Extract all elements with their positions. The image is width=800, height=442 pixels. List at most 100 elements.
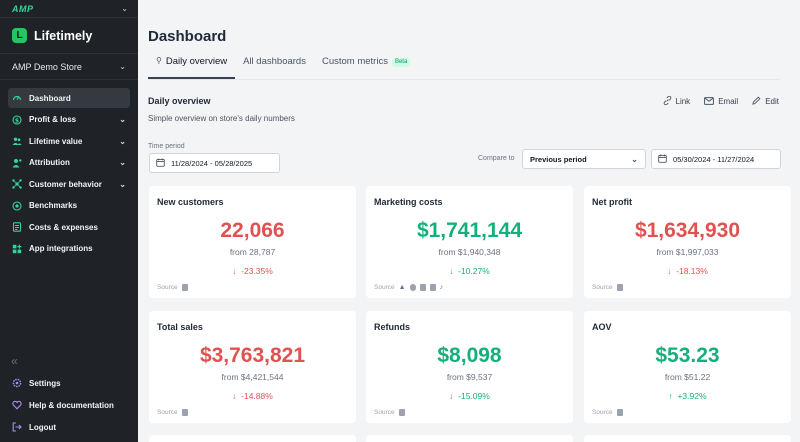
beta-badge: Beta bbox=[391, 58, 411, 67]
shopify-icon bbox=[181, 409, 188, 416]
tab-all-dashboards[interactable]: All dashboards bbox=[235, 56, 314, 79]
compare-select[interactable]: Previous period ⌄ bbox=[522, 149, 646, 169]
card-value: $8,098 bbox=[437, 344, 502, 367]
mail-icon bbox=[704, 96, 715, 107]
shopify-icon bbox=[616, 409, 623, 416]
section-title: Daily overview bbox=[148, 96, 211, 106]
microsoft-ads-icon bbox=[429, 284, 436, 291]
arrow-down-icon: ↓ bbox=[449, 266, 454, 276]
gear-icon bbox=[12, 378, 22, 388]
sidebar-item-label: Logout bbox=[29, 422, 57, 432]
tabs-divider bbox=[148, 79, 780, 80]
card-previous-value: from $51.22 bbox=[664, 372, 711, 382]
source-label: Source bbox=[374, 409, 395, 416]
metric-card-new-customers[interactable]: New customers 22,066 from 28,787 ↓ -23.3… bbox=[149, 186, 356, 298]
card-previous-value: from 28,787 bbox=[229, 247, 276, 257]
sidebar-item-attribution[interactable]: Attribution ⌄ bbox=[8, 153, 130, 173]
card-change: ↑ +3.92% bbox=[584, 391, 791, 401]
card-title: AOV bbox=[592, 322, 612, 332]
metric-card-aov[interactable]: AOV $53.23 from $51.22 ↑ +3.92% Source bbox=[584, 311, 791, 423]
card-change-value: -15.09% bbox=[458, 391, 490, 401]
chevron-down-icon: ⌄ bbox=[119, 62, 126, 71]
sidebar-item-label: Help & documentation bbox=[29, 400, 114, 410]
chevron-down-icon: ⌄ bbox=[119, 115, 126, 124]
card-previous-value: from $4,421,544 bbox=[221, 372, 284, 382]
arrow-down-icon: ↓ bbox=[449, 391, 454, 401]
google-ads-icon: ▲ bbox=[398, 284, 406, 291]
compare-period-picker[interactable]: 05/30/2024 - 11/27/2024 bbox=[651, 149, 781, 169]
sidebar-item-help[interactable]: Help & documentation bbox=[8, 395, 130, 415]
source-label: Source bbox=[157, 284, 178, 291]
compare-select-value: Previous period bbox=[530, 154, 587, 164]
sidebar-item-label: Profit & loss bbox=[29, 115, 77, 124]
source-label: Source bbox=[374, 284, 395, 291]
card-value: 22,066 bbox=[220, 219, 285, 242]
sidebar-item-dashboard[interactable]: Dashboard bbox=[8, 88, 130, 108]
card-title: Refunds bbox=[374, 322, 410, 332]
edit-button[interactable]: Edit bbox=[752, 96, 779, 107]
dashboard-tabs: ⚲ Daily overview All dashboards Custom m… bbox=[148, 56, 418, 79]
metric-card-marketing-costs[interactable]: Marketing costs $1,741,144 from $1,940,3… bbox=[366, 186, 573, 298]
source-label: Source bbox=[157, 409, 178, 416]
sidebar-item-app-integrations[interactable]: App integrations bbox=[8, 239, 130, 259]
lifetimely-logo: L bbox=[12, 28, 27, 43]
card-title: Net profit bbox=[592, 197, 632, 207]
tab-daily-overview[interactable]: ⚲ Daily overview bbox=[148, 56, 236, 79]
metric-card-refunds[interactable]: Refunds $8,098 from $9,537 ↓ -15.09% Sou… bbox=[366, 311, 573, 423]
chevron-down-icon: ⌄ bbox=[119, 179, 126, 189]
link-label: Link bbox=[675, 97, 691, 106]
pencil-icon bbox=[752, 96, 761, 107]
source-label: Source bbox=[592, 284, 613, 291]
facebook-icon bbox=[409, 284, 416, 291]
link-button[interactable]: Link bbox=[663, 95, 691, 107]
dollar-icon: $ bbox=[12, 114, 22, 125]
tab-label: Custom metrics bbox=[321, 56, 388, 67]
brand: L Lifetimely bbox=[0, 18, 138, 54]
metric-card-partial bbox=[366, 435, 573, 442]
card-value: $1,634,930 bbox=[634, 219, 741, 242]
tab-custom-metrics[interactable]: Custom metrics Beta bbox=[314, 56, 418, 79]
card-source: Source bbox=[592, 409, 623, 416]
arrow-down-icon: ↓ bbox=[232, 391, 237, 401]
sidebar-item-costs-expenses[interactable]: Costs & expenses bbox=[8, 217, 130, 237]
sidebar-item-customer-behavior[interactable]: Customer behavior ⌄ bbox=[8, 174, 130, 194]
chevron-down-icon: ⌄ bbox=[631, 154, 638, 164]
time-period-label: Time period bbox=[148, 143, 185, 150]
arrow-down-icon: ↓ bbox=[667, 266, 672, 276]
compare-period-value: 05/30/2024 - 11/27/2024 bbox=[673, 154, 755, 164]
card-title: Total sales bbox=[157, 322, 203, 332]
arrow-up-icon: ↑ bbox=[668, 391, 673, 401]
store-selector[interactable]: AMP Demo Store ⌄ bbox=[0, 54, 138, 80]
card-title: New customers bbox=[157, 197, 224, 207]
email-label: Email bbox=[718, 97, 739, 106]
source-label: Source bbox=[592, 409, 613, 416]
metric-card-net-profit[interactable]: Net profit $1,634,930 from $1,997,033 ↓ … bbox=[584, 186, 791, 298]
metric-card-total-sales[interactable]: Total sales $3,763,821 from $4,421,544 ↓… bbox=[149, 311, 356, 423]
card-change: ↓ -23.35% bbox=[149, 266, 356, 276]
arrow-down-icon: ↓ bbox=[232, 266, 237, 276]
sidebar-item-logout[interactable]: Logout bbox=[8, 417, 130, 437]
logout-icon bbox=[12, 422, 22, 432]
person-star-icon bbox=[12, 158, 22, 168]
sidebar-item-profit-loss[interactable]: $ Profit & loss ⌄ bbox=[8, 110, 130, 130]
email-button[interactable]: Email bbox=[704, 96, 738, 107]
compare-label: Compare to bbox=[478, 155, 515, 162]
calendar-icon bbox=[156, 157, 165, 169]
apps-icon bbox=[12, 244, 22, 254]
sidebar-item-benchmarks[interactable]: Benchmarks bbox=[8, 196, 130, 216]
card-value: $3,763,821 bbox=[199, 344, 306, 367]
time-period-picker[interactable]: 11/28/2024 - 05/28/2025 bbox=[149, 153, 280, 173]
metric-card-partial bbox=[584, 435, 791, 442]
chevron-down-icon: ⌄ bbox=[119, 136, 126, 146]
org-switcher[interactable]: AMP ⌄ bbox=[0, 0, 138, 18]
sidebar-item-lifetime-value[interactable]: Lifetime value ⌄ bbox=[8, 131, 130, 151]
sidebar-item-settings[interactable]: Settings bbox=[8, 373, 130, 393]
card-source: Source bbox=[592, 284, 623, 291]
link-icon bbox=[663, 95, 672, 107]
card-title: Marketing costs bbox=[374, 197, 443, 207]
card-change-value: -23.35% bbox=[241, 266, 273, 276]
gauge-icon bbox=[12, 93, 22, 103]
brand-name: Lifetimely bbox=[34, 28, 93, 43]
collapse-sidebar-icon[interactable]: « bbox=[11, 354, 18, 368]
receipt-icon bbox=[12, 222, 22, 232]
